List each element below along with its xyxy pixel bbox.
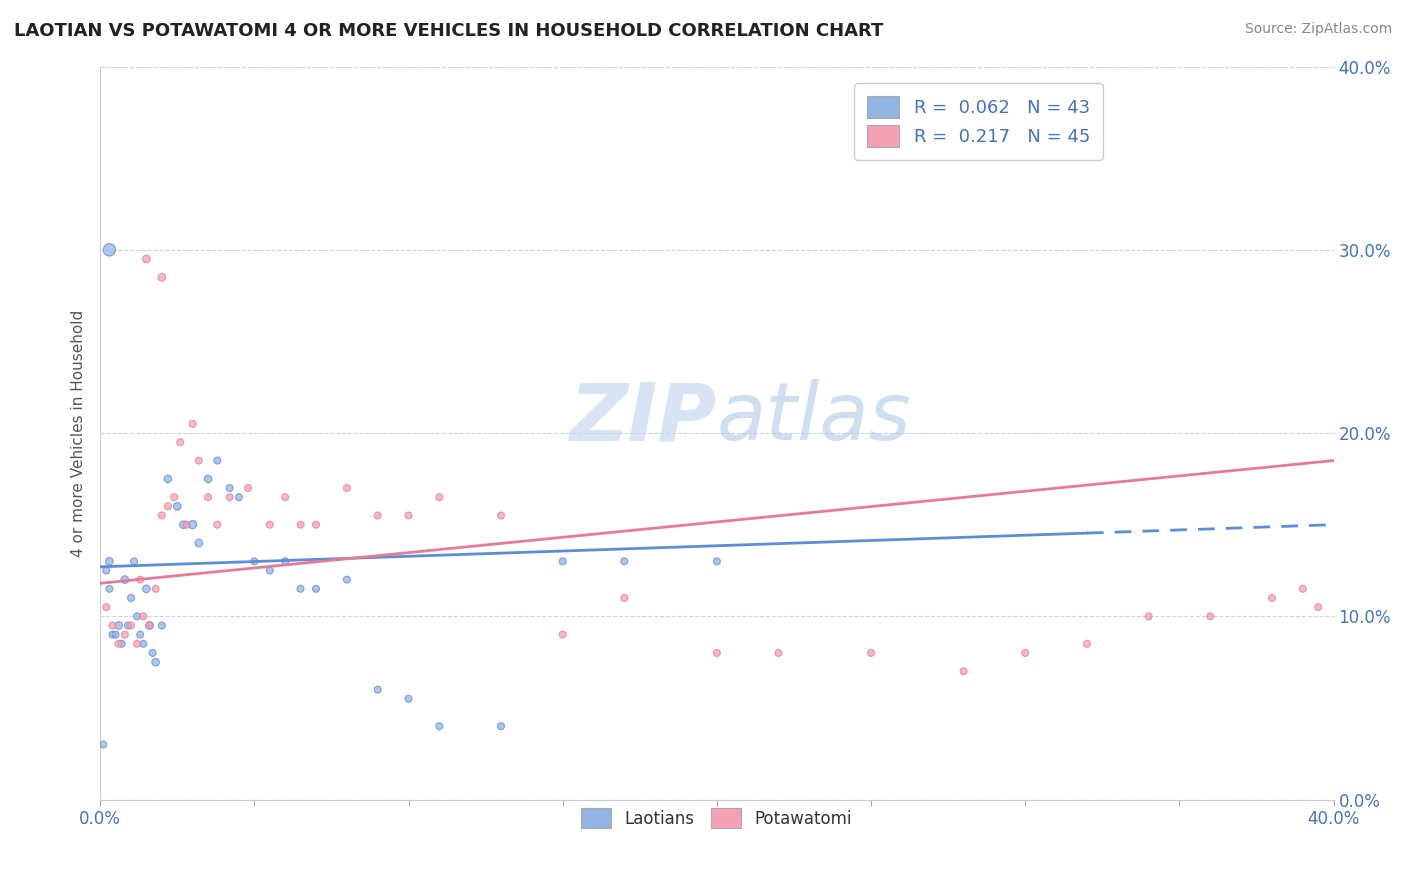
Point (117, 618, 139, 632)
Point (274, 490, 297, 504)
Point (135, 252, 157, 266)
Point (156, 472, 179, 486)
Point (274, 554, 297, 568)
Point (1137, 609, 1160, 624)
Point (187, 536, 209, 550)
Point (166, 500, 188, 514)
Point (551, 627, 574, 641)
Point (150, 508, 173, 523)
Point (138, 618, 160, 632)
Point (336, 481, 359, 495)
Point (120, 618, 142, 632)
Point (187, 453, 209, 467)
Legend: Laotians, Potawatomi: Laotians, Potawatomi (575, 802, 859, 835)
Point (489, 508, 512, 523)
Point (129, 573, 152, 587)
Point (145, 655, 167, 669)
Point (218, 490, 240, 504)
Point (259, 564, 281, 578)
Point (96, 564, 118, 578)
Point (613, 554, 636, 568)
Text: Source: ZipAtlas.com: Source: ZipAtlas.com (1244, 22, 1392, 37)
Point (259, 517, 281, 532)
Point (120, 591, 142, 605)
Point (107, 637, 129, 651)
Point (1076, 637, 1098, 651)
Y-axis label: 4 or more Vehicles in Household: 4 or more Vehicles in Household (72, 310, 86, 557)
Point (1308, 600, 1330, 615)
Point (135, 582, 157, 596)
Point (228, 490, 250, 504)
Point (398, 691, 420, 706)
Point (98, 582, 121, 596)
Point (398, 508, 420, 523)
Point (98, 243, 121, 257)
Point (181, 517, 204, 532)
Point (101, 618, 124, 632)
Point (207, 453, 229, 467)
Point (305, 582, 328, 596)
Point (1261, 591, 1284, 605)
Point (163, 490, 186, 504)
Point (952, 665, 974, 679)
Text: LAOTIAN VS POTAWATOMI 4 OR MORE VEHICLES IN HOUSEHOLD CORRELATION CHART: LAOTIAN VS POTAWATOMI 4 OR MORE VEHICLES… (14, 22, 883, 40)
Text: atlas: atlas (717, 379, 911, 458)
Point (150, 618, 173, 632)
Point (181, 417, 204, 431)
Point (706, 554, 728, 568)
Point (129, 627, 152, 641)
Point (91, 738, 114, 752)
Point (169, 435, 191, 450)
Point (551, 554, 574, 568)
Point (427, 490, 450, 504)
Point (197, 472, 219, 486)
Point (427, 719, 450, 733)
Point (243, 554, 266, 568)
Point (197, 490, 219, 504)
Point (127, 609, 149, 624)
Point (367, 682, 389, 697)
Point (305, 517, 328, 532)
Point (207, 517, 229, 532)
Point (156, 500, 179, 514)
Point (236, 481, 259, 495)
Point (132, 637, 155, 651)
Point (613, 591, 636, 605)
Point (290, 582, 312, 596)
Point (138, 618, 160, 632)
Point (150, 270, 173, 285)
Point (127, 637, 149, 651)
Point (172, 517, 194, 532)
Point (122, 554, 145, 568)
Point (132, 609, 155, 624)
Point (489, 719, 512, 733)
Point (290, 517, 312, 532)
Text: ZIP: ZIP (569, 379, 717, 458)
Point (114, 573, 136, 587)
Point (142, 646, 165, 660)
Point (104, 627, 127, 641)
Point (101, 627, 124, 641)
Point (860, 646, 883, 660)
Point (367, 508, 389, 523)
Point (107, 618, 129, 632)
Point (111, 637, 134, 651)
Point (336, 573, 359, 587)
Point (176, 517, 198, 532)
Point (96, 600, 118, 615)
Point (218, 481, 240, 495)
Point (1014, 646, 1036, 660)
Point (1199, 609, 1222, 624)
Point (706, 646, 728, 660)
Point (768, 646, 790, 660)
Point (1292, 582, 1315, 596)
Point (114, 627, 136, 641)
Point (145, 582, 167, 596)
Point (98, 554, 121, 568)
